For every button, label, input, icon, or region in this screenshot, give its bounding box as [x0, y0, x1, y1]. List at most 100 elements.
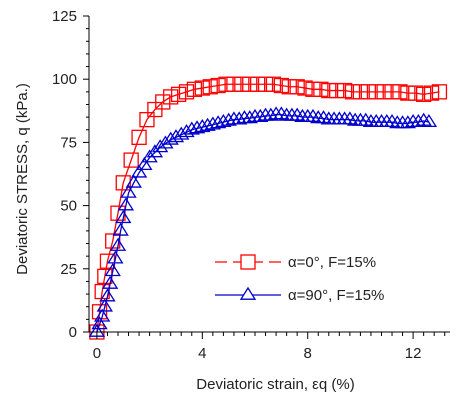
- data-point-square: [170, 86, 187, 103]
- data-point-square: [289, 79, 305, 95]
- data-point-square: [178, 84, 195, 100]
- data-point-square: [234, 76, 250, 92]
- data-point-square: [163, 89, 179, 105]
- data-point-square: [91, 304, 108, 320]
- data-point-square: [321, 82, 337, 99]
- data-point-triangle: [91, 316, 108, 330]
- y-tick-label: 0: [69, 324, 77, 341]
- data-point-triangle: [151, 139, 169, 153]
- legend-item-alpha-90: α=90°, F=15%: [215, 286, 384, 304]
- x-axis-title: Deviatoric strain, εq (%): [196, 376, 354, 393]
- data-point-square: [423, 85, 440, 101]
- data-point-triangle: [99, 288, 116, 302]
- data-point-triangle: [183, 121, 200, 135]
- data-point-triangle: [341, 111, 359, 125]
- data-point-triangle: [112, 222, 129, 236]
- data-point-square: [115, 175, 131, 191]
- data-point-square: [400, 85, 416, 101]
- data-point-triangle: [101, 275, 119, 289]
- data-point-square: [249, 76, 266, 92]
- data-point-square: [392, 84, 408, 100]
- data-point-triangle: [315, 110, 332, 124]
- data-point-triangle: [209, 115, 227, 129]
- data-point-triangle: [410, 113, 427, 128]
- data-point-square: [139, 111, 155, 128]
- data-point-triangle: [194, 119, 211, 133]
- data-point-triangle: [273, 106, 290, 120]
- data-point-square: [376, 84, 392, 100]
- x-tick-label: 0: [93, 345, 101, 362]
- data-point-triangle: [115, 210, 132, 224]
- data-point-square: [368, 84, 384, 100]
- data-point-square: [273, 77, 290, 94]
- data-point-triangle: [304, 108, 322, 122]
- data-point-triangle: [125, 174, 142, 188]
- data-point-triangle: [215, 113, 232, 128]
- data-point-triangle: [199, 117, 216, 131]
- data-point-square: [305, 81, 321, 97]
- data-point-triangle: [262, 107, 279, 121]
- legend-label-alpha-0: α=0°, F=15%: [288, 254, 376, 271]
- data-point-triangle: [120, 184, 137, 198]
- data-point-triangle: [357, 112, 374, 126]
- legend-label-alpha-90: α=90°, F=15%: [288, 287, 384, 304]
- data-point-square: [415, 86, 432, 103]
- data-point-triangle: [204, 116, 222, 130]
- data-point-square: [336, 82, 353, 99]
- data-point-square: [384, 84, 400, 100]
- y-tick-label: 50: [60, 198, 77, 215]
- ticks-layer: 0 25 50 75 100 125 0 4 8 12: [52, 8, 446, 362]
- legend-item-alpha-0: α=0°, F=15%: [215, 254, 376, 271]
- series-alpha-0: [89, 76, 448, 340]
- y-tick-label: 75: [60, 134, 77, 151]
- data-point-square: [218, 76, 234, 92]
- data-point-triangle: [188, 120, 206, 134]
- data-point-square: [155, 94, 171, 110]
- data-point-triangle: [157, 135, 174, 149]
- data-point-square: [281, 79, 297, 95]
- data-point-triangle: [94, 308, 111, 322]
- data-point-square: [360, 84, 376, 100]
- data-point-square: [242, 76, 258, 92]
- data-point-square: [431, 84, 448, 100]
- legend: α=0°, F=15% α=90°, F=15%: [208, 246, 408, 306]
- data-point-square: [226, 76, 242, 92]
- data-point-square: [352, 84, 369, 100]
- data-point-square: [329, 82, 345, 99]
- data-point-square: [131, 129, 147, 145]
- data-point-triangle: [383, 113, 401, 128]
- data-point-triangle: [252, 108, 269, 122]
- data-point-triangle: [420, 113, 438, 128]
- data-point-triangle: [109, 237, 127, 251]
- data-point-triangle: [399, 115, 417, 129]
- data-point-square: [257, 76, 274, 92]
- data-point-square: [313, 81, 329, 97]
- data-point-square: [123, 152, 139, 168]
- data-point-triangle: [231, 111, 248, 125]
- data-point-triangle: [96, 298, 113, 312]
- x-tick-label: 4: [198, 345, 206, 362]
- series-alpha-90: [88, 106, 438, 337]
- data-point-square: [297, 80, 313, 96]
- y-tick-label: 125: [52, 8, 77, 25]
- data-point-triangle: [136, 156, 153, 171]
- y-tick-label: 100: [52, 71, 77, 88]
- legend-marker-triangle: [239, 286, 257, 300]
- data-point-triangle: [415, 112, 432, 126]
- data-point-triangle: [107, 250, 124, 264]
- data-point-square: [408, 85, 424, 101]
- data-point-triangle: [178, 124, 195, 138]
- data-point-square: [186, 81, 203, 97]
- data-point-triangle: [104, 263, 121, 277]
- data-point-triangle: [288, 107, 306, 121]
- y-tick-label: 25: [60, 261, 77, 278]
- legend-marker-square: [240, 254, 256, 270]
- x-tick-label: 8: [304, 345, 312, 362]
- data-point-square: [194, 80, 210, 96]
- data-point-triangle: [117, 197, 135, 211]
- series-layer: [88, 76, 448, 340]
- data-point-triangle: [241, 110, 258, 124]
- series-line: [96, 113, 430, 333]
- data-point-square: [202, 79, 218, 95]
